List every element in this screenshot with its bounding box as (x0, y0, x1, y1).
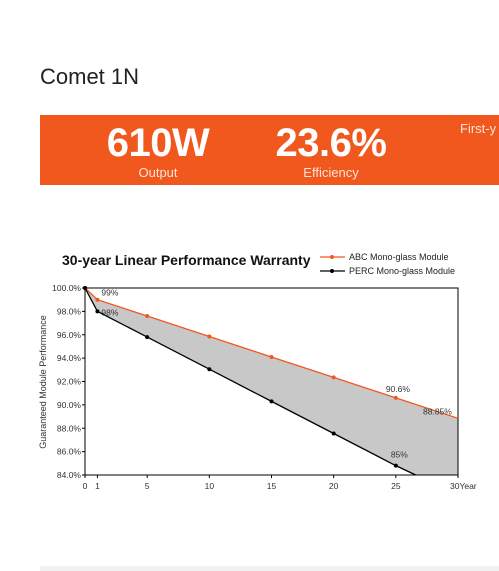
data-label: 88.85% (423, 406, 452, 416)
x-tick-label: 0 (83, 481, 88, 491)
x-tick-label: 30Year (450, 481, 477, 491)
warranty-chart-svg: 30-year Linear Performance Warranty ABC … (38, 252, 477, 491)
data-label: 85% (391, 450, 408, 460)
spec-banner: 610W Output 23.6% Efficiency First-y (40, 115, 499, 185)
warranty-chart: 30-year Linear Performance Warranty ABC … (0, 240, 499, 500)
abc-series-point (95, 297, 100, 302)
y-tick-label: 92.0% (57, 377, 82, 387)
stat-output: 610W Output (98, 121, 218, 180)
stat-efficiency: 23.6% Efficiency (266, 121, 396, 180)
stat-output-label: Output (138, 165, 178, 180)
abc-series-point (269, 354, 274, 359)
perc-series-point (207, 367, 212, 372)
x-tick-label: 15 (267, 481, 277, 491)
perc-series-point (145, 335, 150, 340)
perc-series-point (83, 286, 87, 290)
perc-series-point (269, 399, 274, 404)
x-tick-label: 5 (145, 481, 150, 491)
fill-between-area (85, 288, 458, 475)
perc-series-point (393, 463, 398, 468)
plot-area: 84.0% 86.0% 88.0% 90.0% 92.0% 94.0% 96.0% 98.0%… (52, 283, 477, 491)
abc-series-point (393, 395, 398, 400)
legend-perc-label: PERC Mono-glass Module (349, 266, 455, 276)
stat-efficiency-value: 23.6% (275, 121, 387, 165)
product-title: Comet 1N (40, 64, 140, 89)
chart-legend: ABC Mono-glass Module PERC Mono-glass Mo… (320, 252, 455, 276)
stat-first-year: First-y (460, 121, 499, 136)
x-tick-label: 20 (329, 481, 339, 491)
x-tick-label: 10 (205, 481, 215, 491)
y-tick-label: 100.0% (52, 283, 81, 293)
data-label: 99% (101, 288, 118, 298)
y-tick-label: 90.0% (57, 400, 82, 410)
legend-abc-label: ABC Mono-glass Module (349, 252, 449, 262)
legend-perc-marker (330, 269, 334, 273)
abc-series-point (145, 314, 150, 319)
perc-series-point (95, 309, 100, 314)
y-tick-label: 86.0% (57, 447, 82, 457)
abc-series-point (331, 375, 336, 380)
y-tick-label: 88.0% (57, 423, 82, 433)
y-tick-label: 98.0% (57, 306, 82, 316)
chart-title: 30-year Linear Performance Warranty (62, 252, 311, 268)
x-tick-label: 1 (95, 481, 100, 491)
stat-efficiency-label: Efficiency (303, 165, 359, 180)
footer-divider (40, 566, 499, 571)
x-tick-label: 25 (391, 481, 401, 491)
stat-output-value: 610W (106, 121, 210, 165)
y-axis-label: Guaranteed Module Performance (38, 315, 48, 449)
abc-series-line (84, 287, 459, 419)
y-tick-label: 94.0% (57, 353, 82, 363)
perc-series-line (84, 287, 417, 476)
y-tick-label: 84.0% (57, 470, 82, 480)
stat-first-year-label: First-y (460, 121, 497, 136)
data-label: 98% (101, 307, 118, 317)
perc-series-point (331, 431, 336, 436)
legend-abc-marker (330, 255, 334, 259)
data-label: 90.6% (386, 384, 411, 394)
y-tick-label: 96.0% (57, 330, 82, 340)
abc-series-point (207, 334, 212, 339)
